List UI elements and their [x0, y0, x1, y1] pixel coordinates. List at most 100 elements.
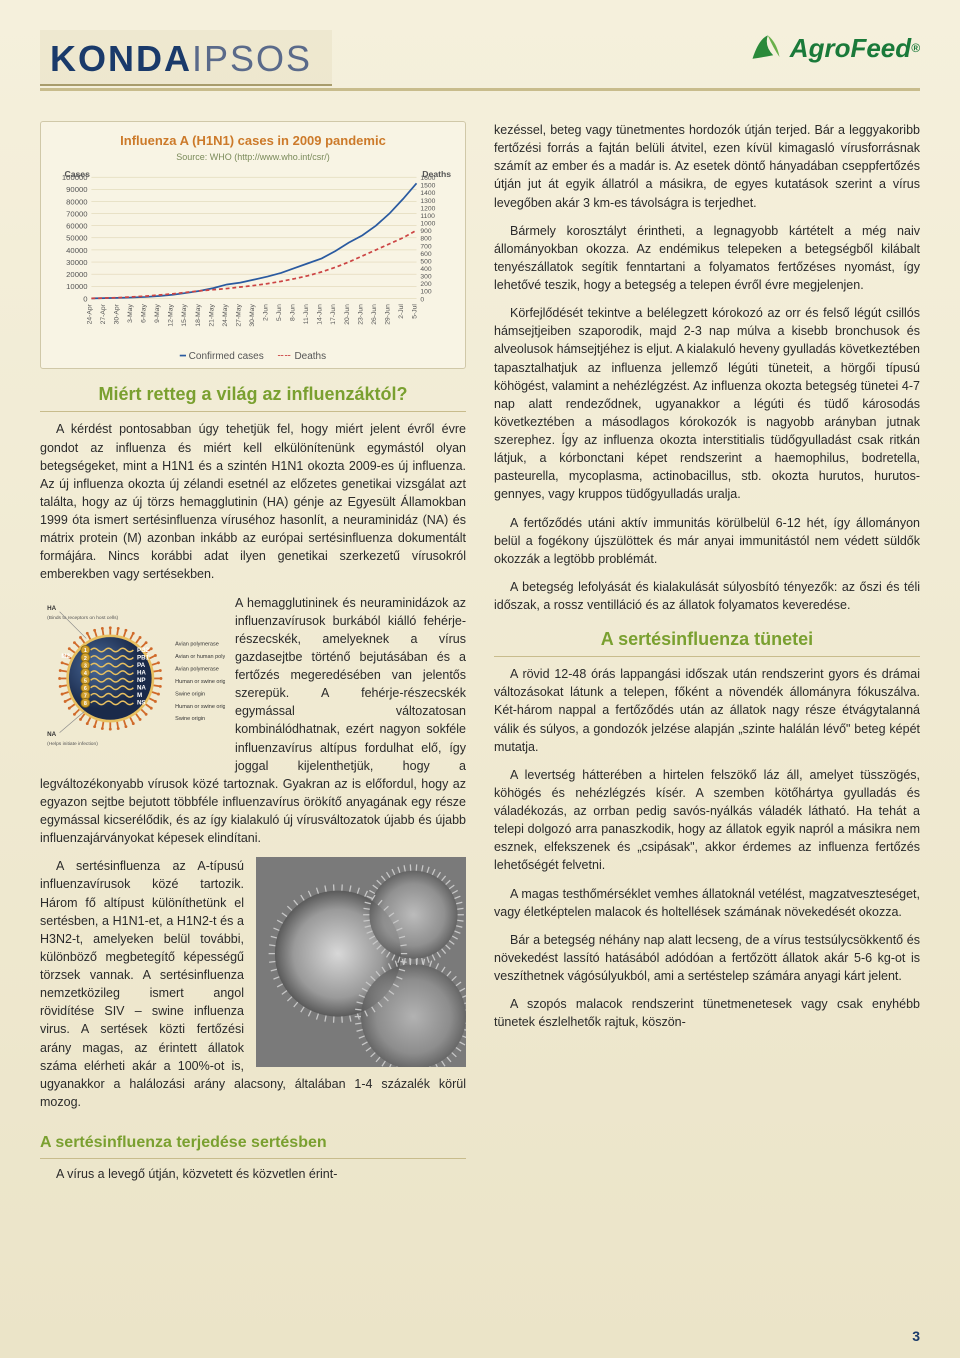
- paragraph: A fertőződés utáni aktív immunitás körül…: [494, 514, 920, 568]
- svg-text:300: 300: [420, 273, 431, 280]
- svg-text:(Helps initiate infection): (Helps initiate infection): [47, 741, 98, 747]
- svg-text:0: 0: [420, 296, 424, 303]
- svg-text:60000: 60000: [66, 221, 87, 230]
- svg-text:(Binds to receptors on host ce: (Binds to receptors on host cells): [47, 614, 118, 620]
- svg-text:27-May: 27-May: [235, 303, 242, 326]
- title-bold: KONDA: [50, 38, 192, 79]
- svg-text:21-May: 21-May: [208, 303, 215, 326]
- paragraph: A magas testhőmérséklet vemhes állatokná…: [494, 885, 920, 921]
- svg-text:NA: NA: [137, 684, 146, 691]
- influenza-chart: Influenza A (H1N1) cases in 2009 pandemi…: [40, 121, 466, 369]
- svg-text:5-Jun: 5-Jun: [276, 304, 283, 321]
- svg-text:Avian or human polymerase: Avian or human polymerase: [175, 654, 225, 660]
- svg-text:PA: PA: [137, 661, 146, 668]
- svg-text:1300: 1300: [420, 198, 435, 205]
- paragraph: A kérdést pontosabban úgy tehetjük fel, …: [40, 420, 466, 583]
- svg-text:600: 600: [420, 251, 431, 258]
- chart-legend: ━ Confirmed cases ╌╌ Deaths: [51, 350, 455, 365]
- svg-text:27-Apr: 27-Apr: [100, 303, 107, 324]
- paragraph: Bármely korosztályt érintheti, a legnagy…: [494, 222, 920, 295]
- svg-text:Human or swine origin: Human or swine origin: [175, 678, 225, 684]
- svg-text:NP: NP: [137, 677, 146, 684]
- page-number: 3: [912, 1328, 920, 1344]
- svg-text:2-Jun: 2-Jun: [263, 304, 270, 321]
- svg-text:1000: 1000: [420, 220, 435, 227]
- svg-text:1500: 1500: [420, 183, 435, 190]
- page-header: KONDAIPSOS AgroFeed®: [40, 30, 920, 91]
- svg-text:800: 800: [420, 236, 431, 243]
- paragraph: Körfejlődését tekintve a belélegzett kór…: [494, 304, 920, 503]
- chart-plot-area: 0100002000030000400005000060000700008000…: [51, 168, 455, 348]
- virus-structure-diagram: 1PB22PB13PA4HA5NP6NA7M8NSAvian polymeras…: [40, 594, 225, 754]
- svg-text:PB1: PB1: [137, 654, 150, 661]
- svg-text:3-May: 3-May: [127, 303, 134, 322]
- agrofeed-logo: AgroFeed®: [748, 30, 920, 66]
- svg-text:20000: 20000: [66, 270, 87, 279]
- svg-text:50000: 50000: [66, 234, 87, 243]
- paragraph: A levertség hátterében a hirtelen felszö…: [494, 766, 920, 875]
- legend-confirmed: Confirmed cases: [189, 351, 264, 362]
- svg-text:PB2: PB2: [137, 646, 150, 653]
- svg-text:23-Jun: 23-Jun: [357, 304, 364, 325]
- svg-text:6-May: 6-May: [141, 303, 148, 322]
- svg-text:15-May: 15-May: [181, 303, 188, 326]
- svg-text:HA: HA: [47, 605, 56, 612]
- svg-text:1200: 1200: [420, 205, 435, 212]
- svg-text:30-Apr: 30-Apr: [113, 303, 120, 324]
- svg-text:700: 700: [420, 243, 431, 250]
- svg-text:500: 500: [420, 258, 431, 265]
- svg-text:M2: M2: [61, 653, 70, 660]
- svg-text:20-Jun: 20-Jun: [344, 304, 351, 325]
- svg-text:30000: 30000: [66, 258, 87, 267]
- svg-text:Deaths: Deaths: [422, 169, 451, 179]
- paragraph: A rövid 12-48 órás lappangási időszak ut…: [494, 665, 920, 756]
- paragraph: A vírus a levegő útján, közvetett és köz…: [40, 1165, 466, 1183]
- paragraph: Bár a betegség néhány nap alatt lecseng,…: [494, 931, 920, 985]
- svg-text:8: 8: [84, 701, 87, 707]
- chart-title: Influenza A (H1N1) cases in 2009 pandemi…: [51, 132, 455, 151]
- svg-text:Avian polymerase: Avian polymerase: [175, 666, 219, 672]
- paragraph: A betegség lefolyását és kialakulását sú…: [494, 578, 920, 614]
- paragraph: kezéssel, beteg vagy tünetmentes hordozó…: [494, 121, 920, 212]
- logo-reg: ®: [911, 41, 920, 55]
- svg-text:Human or swine origin: Human or swine origin: [175, 703, 225, 709]
- svg-text:30-May: 30-May: [249, 303, 256, 326]
- svg-text:11-Jun: 11-Jun: [303, 304, 310, 324]
- svg-text:90000: 90000: [66, 185, 87, 194]
- svg-text:400: 400: [420, 266, 431, 273]
- right-column: kezéssel, beteg vagy tünetmentes hordozó…: [494, 121, 920, 1193]
- svg-text:40000: 40000: [66, 246, 87, 255]
- svg-text:Swine origin: Swine origin: [175, 716, 205, 722]
- svg-text:10000: 10000: [66, 282, 87, 291]
- left-column: Influenza A (H1N1) cases in 2009 pandemi…: [40, 121, 466, 1193]
- svg-text:2-Jul: 2-Jul: [398, 304, 405, 319]
- section-heading-symptoms: A sertésinfluenza tünetei: [494, 626, 920, 657]
- svg-text:100: 100: [420, 289, 431, 296]
- svg-text:1400: 1400: [420, 190, 435, 197]
- svg-text:26-Jun: 26-Jun: [371, 304, 378, 325]
- svg-text:80000: 80000: [66, 197, 87, 206]
- svg-text:M: M: [137, 692, 142, 699]
- svg-text:NA: NA: [47, 731, 56, 738]
- page-title: KONDAIPSOS: [40, 30, 332, 86]
- svg-text:200: 200: [420, 281, 431, 288]
- chart-source: Source: WHO (http://www.who.int/csr/): [51, 151, 455, 164]
- svg-text:29-Jun: 29-Jun: [384, 304, 391, 325]
- svg-text:70000: 70000: [66, 209, 87, 218]
- svg-text:HA: HA: [137, 669, 146, 676]
- svg-text:18-May: 18-May: [195, 303, 202, 326]
- logo-mark-icon: [748, 30, 784, 66]
- svg-text:Swine origin: Swine origin: [175, 691, 205, 697]
- svg-text:24-Apr: 24-Apr: [86, 303, 93, 324]
- svg-text:900: 900: [420, 228, 431, 235]
- section-heading-why-fear: Miért retteg a világ az influenzáktól?: [40, 381, 466, 412]
- svg-text:Avian polymerase: Avian polymerase: [175, 641, 219, 647]
- svg-text:8-Jun: 8-Jun: [290, 304, 297, 321]
- logo-text-agro: Agro: [790, 33, 851, 64]
- title-light: IPSOS: [192, 38, 312, 79]
- section-heading-spread: A sertésinfluenza terjedése sertésben: [40, 1131, 466, 1159]
- legend-deaths: Deaths: [294, 351, 326, 362]
- svg-text:NS: NS: [137, 699, 146, 706]
- svg-text:0: 0: [83, 294, 87, 303]
- logo-text-feed: Feed: [850, 33, 911, 64]
